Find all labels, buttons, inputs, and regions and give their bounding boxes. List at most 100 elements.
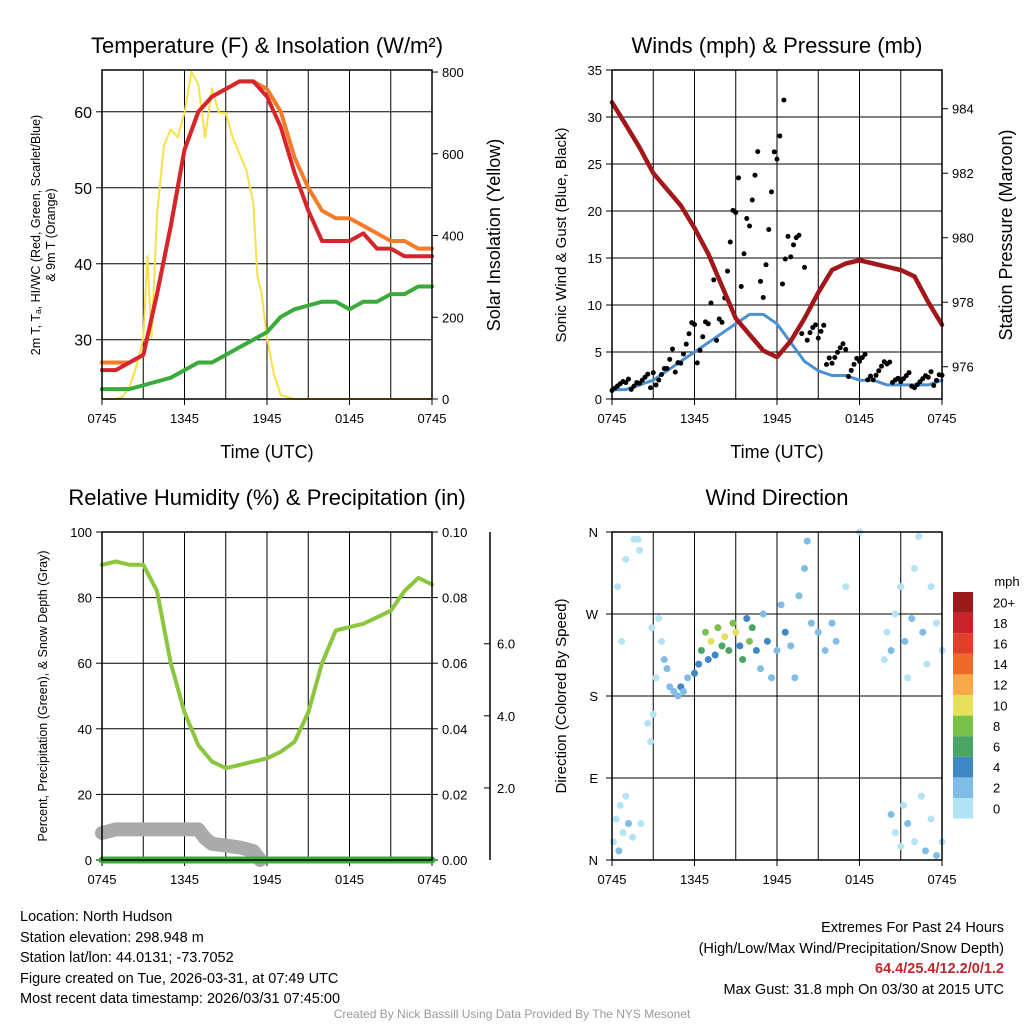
temp-ytick-label: 60 xyxy=(74,105,92,122)
direction-point xyxy=(704,656,712,664)
direction-point xyxy=(927,815,935,823)
colorbar-label: 16 xyxy=(993,637,1007,652)
colorbar-swatch xyxy=(953,736,973,757)
gust-point xyxy=(895,375,901,381)
gust-point xyxy=(664,366,670,372)
gust-point xyxy=(807,330,813,336)
gust-point xyxy=(686,331,692,337)
gust-point xyxy=(782,256,788,262)
extremes-title: Extremes For Past 24 Hours xyxy=(821,920,1004,936)
colorbar-swatch xyxy=(953,777,973,798)
gust-point xyxy=(623,380,629,386)
direction-point xyxy=(897,842,905,850)
solar-ytick-label: 400 xyxy=(442,229,464,244)
direction-point xyxy=(739,656,747,664)
direction-point xyxy=(634,535,642,543)
temp-xtick-label: 0745 xyxy=(88,411,117,426)
direction-point xyxy=(714,624,722,632)
temp-x-axis-label: Time (UTC) xyxy=(220,442,313,462)
gust-point xyxy=(848,367,854,373)
direction-point xyxy=(880,656,888,664)
gust-point xyxy=(865,377,871,383)
extremes-info: Extremes For Past 24 Hours (High/Low/Max… xyxy=(699,918,1004,1000)
direction-point xyxy=(652,674,660,682)
snow-depth-ytick-label: 2.0 xyxy=(497,781,515,796)
direction-point xyxy=(891,829,899,837)
gust-point xyxy=(631,383,637,389)
gust-point xyxy=(711,277,717,283)
gust-point xyxy=(650,370,656,376)
direction-point xyxy=(803,537,811,545)
solar-ytick-label: 0 xyxy=(442,392,449,407)
rh-ytick-label: 60 xyxy=(78,656,92,671)
rh-xtick-label: 0745 xyxy=(418,872,447,887)
extremes-values: 64.4/25.4/12.2/0/1.2 xyxy=(875,961,1004,977)
gust-point xyxy=(741,251,747,257)
direction-point xyxy=(883,628,891,636)
colorbar-swatch xyxy=(953,633,973,654)
gust-point xyxy=(672,369,678,375)
temp-series-td xyxy=(100,284,434,392)
direction-point xyxy=(649,710,657,718)
gust-point xyxy=(813,322,818,328)
wind-ytick-label: 30 xyxy=(588,110,602,125)
max-gust-text: Max Gust: 31.8 mph On 03/30 at 2015 UTC xyxy=(723,981,1004,998)
gust-point xyxy=(648,385,653,391)
gust-point xyxy=(714,337,719,343)
direction-point xyxy=(759,610,767,618)
gust-point xyxy=(906,370,912,376)
gust-point xyxy=(683,341,689,347)
direction-point xyxy=(616,801,624,809)
gust-point xyxy=(645,371,651,377)
precip-ytick-label: 0.06 xyxy=(442,656,467,671)
direction-ytick-label: S xyxy=(589,689,598,704)
gust-point xyxy=(626,376,631,382)
direction-point xyxy=(791,674,799,682)
gust-point xyxy=(774,156,780,162)
gust-point xyxy=(832,354,838,360)
station-info: Location: North Hudson Station elevation… xyxy=(20,907,340,1010)
gust-point xyxy=(760,294,766,300)
pressure-y-axis-label: Station Pressure (Maroon) xyxy=(996,129,1016,340)
gust-point xyxy=(763,262,769,268)
solar-ytick-label: 600 xyxy=(442,147,464,162)
direction-point xyxy=(814,628,822,636)
direction-ytick-label: N xyxy=(589,525,598,540)
wind-xtick-label: 0745 xyxy=(928,411,957,426)
gust-point xyxy=(873,372,879,378)
gust-point xyxy=(804,337,810,343)
pressure-ytick-label: 980 xyxy=(952,231,974,246)
direction-point xyxy=(917,792,925,800)
wind-ytick-label: 5 xyxy=(595,345,602,360)
direction-plot-border xyxy=(611,531,943,861)
direction-point xyxy=(660,656,668,664)
gust-point xyxy=(697,347,703,353)
temp-xtick-label: 0745 xyxy=(418,411,447,426)
colorbar-swatch xyxy=(953,756,973,778)
rh-ytick-label: 20 xyxy=(78,787,92,802)
pressure-ytick-label: 976 xyxy=(952,360,974,375)
gust-point xyxy=(840,341,846,347)
direction-point xyxy=(922,847,929,855)
rh-xtick-label: 1345 xyxy=(170,872,199,887)
wind-ytick-label: 0 xyxy=(595,392,602,407)
temp-series-2m-t xyxy=(100,79,434,373)
temp-y-axis-label-line1: 2m T, Tₐ, HI/WC (Red, Green, Scarlet/Blu… xyxy=(29,115,43,355)
direction-point xyxy=(680,687,687,695)
wind-ytick-label: 25 xyxy=(588,157,602,172)
direction-point xyxy=(622,792,630,800)
wind-chart-title: Winds (mph) & Pressure (mb) xyxy=(632,33,923,58)
wind-x-axis-label: Time (UTC) xyxy=(730,442,823,462)
direction-point xyxy=(663,665,671,673)
direction-ytick-label: W xyxy=(586,607,599,622)
gust-point xyxy=(736,175,741,181)
rh-xtick-label: 0145 xyxy=(335,872,364,887)
direction-point xyxy=(919,628,927,636)
direction-point xyxy=(684,674,692,682)
gust-point xyxy=(700,334,706,340)
direction-point xyxy=(911,564,918,572)
direction-point xyxy=(711,651,719,659)
direction-point xyxy=(904,674,912,682)
direction-point xyxy=(707,637,715,645)
pressure-ytick-label: 984 xyxy=(952,102,974,117)
